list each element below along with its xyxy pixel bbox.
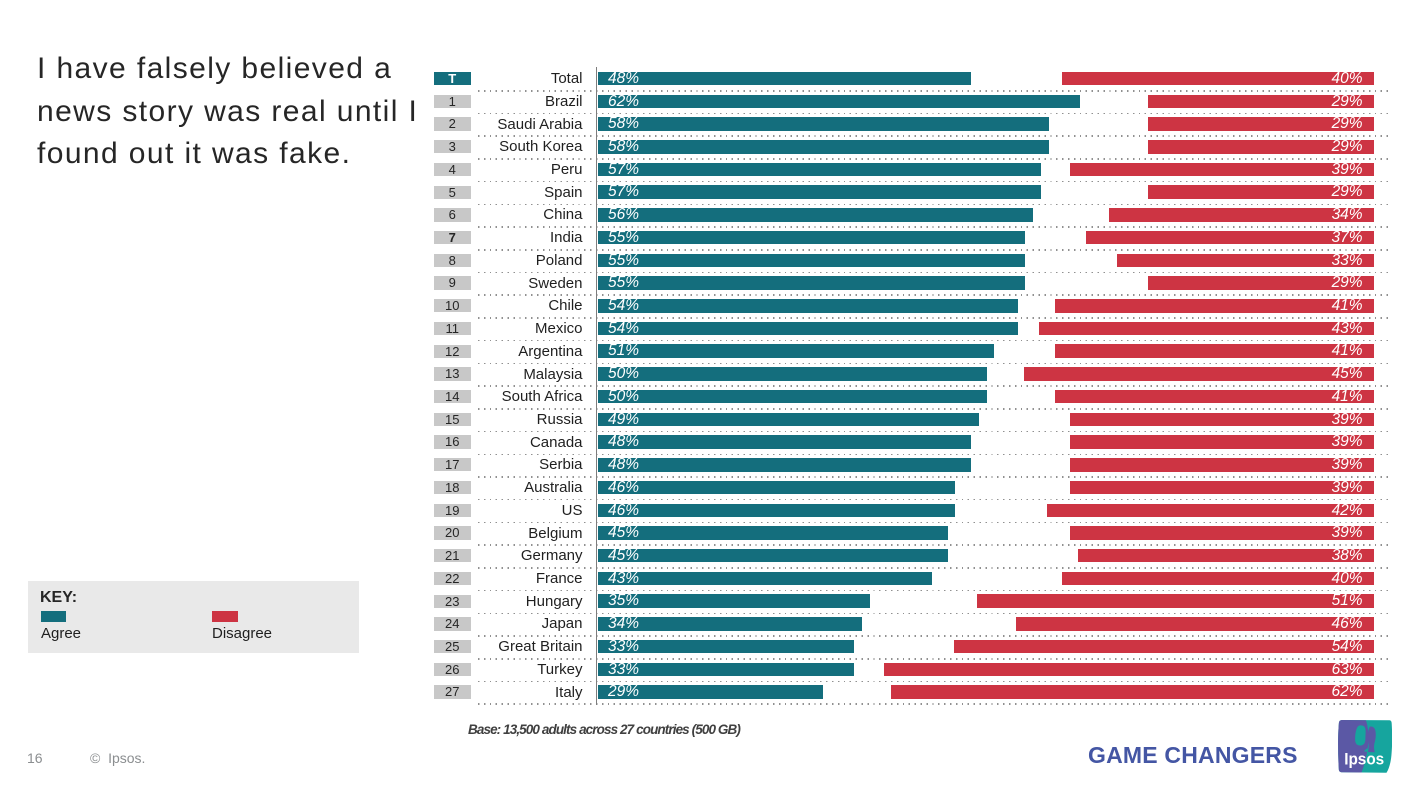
svg-text:Ipsos: Ipsos [1344,749,1384,768]
